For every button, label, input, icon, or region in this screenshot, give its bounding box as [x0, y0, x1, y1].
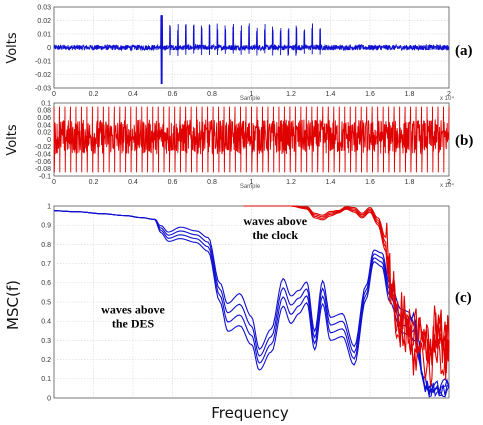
y-tick-label: 0.7 — [41, 261, 51, 268]
y-tick-label: 0.1 — [41, 376, 51, 383]
panel-a-y-label: Volts — [5, 32, 20, 64]
y-tick-label: 0.5 — [41, 299, 51, 306]
x-tick-label: 1.8 — [405, 179, 415, 186]
panel-c-series — [53, 205, 450, 398]
panel-b-series-line — [53, 106, 450, 173]
panel-b-x-multiplier: x 10⁴ — [440, 182, 454, 189]
annotation-label: waves above — [101, 303, 165, 317]
x-tick-label: 1.6 — [365, 179, 375, 186]
panel-b-x-label: Sample — [240, 184, 261, 190]
panel-b-y-ticks: 0.10.080.060.040.020-0.02-0.04-0.06-0.08… — [35, 100, 51, 180]
y-tick-label: -0.02 — [35, 72, 51, 79]
y-tick-label: 1 — [47, 203, 51, 210]
annotation-label: the clock — [252, 228, 298, 242]
series-line-clock — [243, 205, 450, 373]
annotation-label: the DES — [112, 317, 155, 331]
panel-c-grid — [54, 206, 449, 398]
x-tick-label: 0.2 — [89, 179, 99, 186]
y-tick-label: -0.08 — [35, 166, 51, 173]
series-line-des — [53, 210, 450, 396]
y-tick-label: -0.06 — [35, 159, 51, 166]
panel-b-x-ticks: 0 0.2 0.4 0.6 0.8 1 1.2 1.4 1.6 1.8 2 — [52, 179, 451, 186]
x-tick-label: 1.2 — [286, 91, 296, 98]
panel-b-y-label: Volts — [5, 124, 20, 156]
y-tick-label: -0.1 — [39, 173, 51, 180]
x-tick-label: 0.8 — [207, 179, 217, 186]
x-tick-label: 1.6 — [365, 91, 375, 98]
x-tick-label: 0.6 — [168, 179, 178, 186]
y-tick-label: 0.04 — [37, 122, 51, 129]
x-tick-label: 0 — [52, 179, 56, 186]
panel-a-x-label: Sample — [240, 96, 261, 102]
y-tick-label: 0 — [47, 45, 51, 52]
panel-b-signal-plot: 0.10.080.060.040.020-0.02-0.04-0.06-0.08… — [5, 100, 473, 190]
x-tick-label: 1 — [250, 179, 254, 186]
series-line-clock — [243, 205, 450, 367]
panel-c-coherence-plot: 1 0.9 0.8 0.7 0.6 0.5 0.4 0.3 0.2 0.1 0 waves abov… — [4, 203, 472, 422]
x-tick-label: 1.2 — [286, 179, 296, 186]
y-tick-label: 0.8 — [41, 242, 51, 249]
y-tick-label: -0.03 — [35, 85, 51, 92]
series-line-des — [53, 210, 450, 398]
y-tick-label: 0.03 — [37, 4, 51, 11]
y-tick-label: -0.02 — [35, 144, 51, 151]
y-tick-label: 0.02 — [37, 130, 51, 137]
y-tick-label: 0.02 — [37, 18, 51, 25]
y-tick-label: 0.01 — [37, 31, 51, 38]
panel-a-signal-plot: 0.030.020.010-0.01-0.02-0.03 0 0.2 0.4 0.6 0… — [5, 4, 473, 102]
y-tick-label: 0.3 — [41, 338, 51, 345]
y-tick-label: 0.06 — [37, 115, 51, 122]
series-line-des — [53, 210, 450, 397]
x-tick-label: 0.6 — [168, 91, 178, 98]
panel-a-series-line — [53, 15, 450, 84]
panel-c-x-label: Frequency — [211, 404, 289, 422]
x-tick-label: 0.4 — [128, 179, 138, 186]
x-tick-label: 2 — [447, 91, 451, 98]
x-tick-label: 1.8 — [405, 91, 415, 98]
panel-a-x-multiplier: x 10⁴ — [440, 95, 454, 102]
y-tick-label: -0.01 — [35, 58, 51, 65]
x-tick-label: 0.8 — [207, 91, 217, 98]
y-tick-label: 0 — [47, 137, 51, 144]
x-tick-label: 1 — [250, 91, 254, 98]
y-tick-label: 0.6 — [41, 280, 51, 287]
y-tick-label: -0.04 — [35, 152, 51, 159]
x-tick-label: 1.4 — [326, 179, 336, 186]
y-tick-label: 0.9 — [41, 223, 51, 230]
series-line-clock — [243, 205, 450, 387]
x-tick-label: 0.2 — [89, 91, 99, 98]
y-tick-label: 0.2 — [41, 357, 51, 364]
y-tick-label: 0 — [47, 395, 51, 402]
y-tick-label: 0.1 — [41, 100, 51, 107]
panel-a-y-ticks: 0.03 0.02 0.01 0 -0.01 -0.02 -0.03 — [35, 4, 51, 92]
y-tick-label: 0.4 — [41, 319, 51, 326]
panel-c-y-label: MSC(f) — [4, 280, 22, 330]
x-tick-label: 2 — [447, 179, 451, 186]
panel-b-tag: (b) — [455, 133, 473, 149]
x-tick-label: 0.4 — [128, 91, 138, 98]
series-line-des — [53, 210, 450, 393]
series-line-clock — [243, 205, 450, 357]
annotation-label: waves above — [243, 214, 307, 228]
panel-a-tag: (a) — [455, 43, 473, 59]
panel-a-x-ticks: 0 0.2 0.4 0.6 0.8 1 1.2 1.4 1.6 1.8 2 — [52, 91, 451, 98]
x-tick-label: 0 — [52, 91, 56, 98]
panel-c-tag: (c) — [455, 290, 472, 306]
y-tick-label: 0.08 — [37, 108, 51, 115]
x-tick-label: 1.4 — [326, 91, 336, 98]
panel-c-y-ticks: 1 0.9 0.8 0.7 0.6 0.5 0.4 0.3 0.2 0.1 0 — [41, 203, 51, 402]
